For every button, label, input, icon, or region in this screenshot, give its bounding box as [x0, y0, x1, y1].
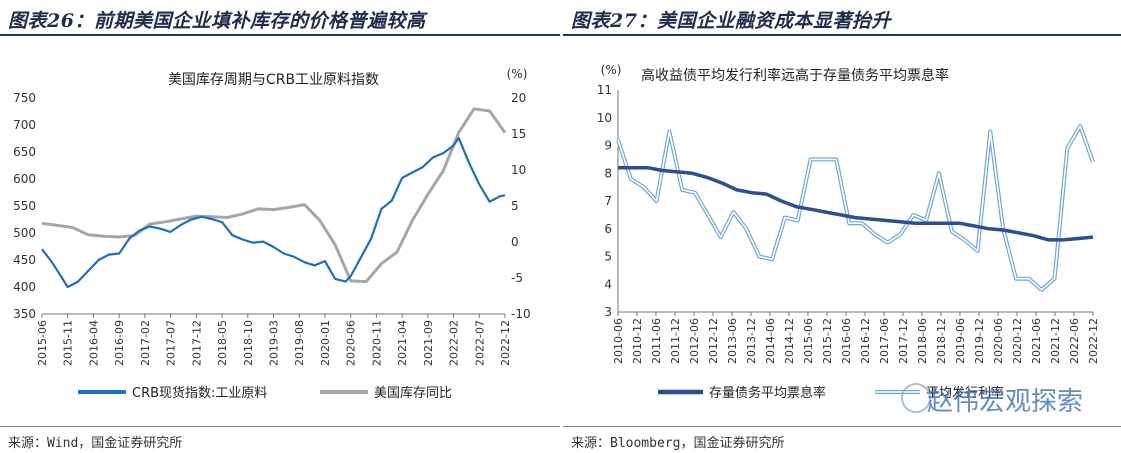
left-x-tick-label: 2018-10: [242, 320, 255, 366]
right-y-tick-label: 7: [604, 194, 612, 208]
left-x-tick-label: 2015-06: [36, 320, 49, 366]
left-y-tick-label: 400: [13, 280, 36, 294]
right-x-tick-label: 2017-12: [897, 318, 910, 364]
left-x-tick-label: 2021-09: [422, 320, 435, 366]
left-y2-tick-label: 0: [511, 235, 519, 249]
left-y-tick-label: 500: [13, 226, 36, 240]
right-chart-title: 高收益债平均发行利率远高于存量债务平均票息率: [641, 67, 949, 84]
left-right-axis-unit: (%): [507, 67, 528, 81]
right-y-tick-label: 6: [604, 222, 612, 236]
left-x-tick-label: 2017-07: [165, 320, 178, 366]
legend-coupon-label: 存量债务平均票息率: [709, 385, 826, 401]
right-y-tick-label: 3: [604, 305, 612, 319]
left-y2-tick-label: 5: [511, 199, 519, 213]
left-x-tick-label: 2019-08: [293, 320, 306, 366]
right-x-tick-label: 2019-06: [954, 318, 967, 364]
right-x-tick-label: 2013-12: [745, 318, 758, 364]
legend-crb-label: CRB现货指数:工业原料: [132, 385, 267, 401]
legend-inventory-label: 美国库存同比: [374, 385, 452, 401]
right-x-tick-label: 2013-06: [726, 318, 739, 364]
watermark-text: 赵伟宏观探索: [926, 387, 1083, 417]
left-chart: 美国库存周期与CRB工业原料指数 (%) 350 400 450 500 550 600 650…: [13, 67, 531, 401]
left-y2-tick-label: 20: [511, 91, 526, 105]
left-x-tick-label: 2022-12: [499, 320, 512, 366]
left-x-tick-label: 2016-04: [87, 320, 100, 366]
right-chart: 高收益债平均发行利率远高于存量债务平均票息率 (%) 3 4 5 6 7 8 9 10 11 2010…: [597, 63, 1100, 401]
coupon-rate-line: [618, 165, 1094, 242]
left-y-tick-label: 450: [13, 253, 36, 267]
left-y-tick-label: 350: [13, 307, 36, 321]
left-chart-title: 美国库存周期与CRB工业原料指数: [168, 72, 379, 88]
left-y2-tick-label: -10: [511, 307, 531, 321]
right-x-tick-label: 2015-12: [821, 318, 834, 364]
right-x-tick-label: 2011-12: [669, 318, 682, 364]
right-x-tick-label: 2022-12: [1087, 318, 1100, 364]
left-y-tick-label: 650: [13, 145, 36, 159]
right-x-tick-label: 2017-06: [878, 318, 891, 364]
left-y2-tick-label: 15: [511, 127, 526, 141]
right-y-tick-label: 11: [597, 83, 612, 97]
left-y-tick-label: 600: [13, 172, 36, 186]
left-x-tick-label: 2017-02: [139, 320, 152, 366]
left-title-rule: [0, 34, 560, 36]
left-x-tick-label: 2016-09: [113, 320, 126, 366]
right-x-tick-label: 2016-06: [840, 318, 853, 364]
left-x-tick-label: 2020-06: [345, 320, 358, 366]
left-y-tick-label: 700: [13, 118, 36, 132]
left-x-tick-label: 2022-07: [473, 320, 486, 366]
right-figure-title: 图表27：美国企业融资成本显著抬升: [571, 10, 891, 32]
right-y-tick-label: 8: [604, 166, 612, 180]
left-x-tick-label: 2015-11: [62, 320, 75, 366]
inventory-yoy-line: [41, 107, 507, 284]
right-y-tick-label: 5: [604, 250, 612, 264]
right-x-tick-label: 2019-12: [973, 318, 986, 364]
left-source-rule: [0, 426, 560, 427]
right-x-tick-label: 2020-06: [992, 318, 1005, 364]
right-title-rule: [563, 34, 1121, 36]
issuance-rate-line-outer: [616, 124, 1095, 292]
left-x-tick-label: 2022-02: [448, 320, 461, 366]
legend-issuance-label: 平均发行利率: [926, 385, 1004, 401]
right-source-note: 来源：Bloomberg，国金证券研究所: [571, 436, 785, 451]
right-source-rule: [563, 426, 1121, 427]
left-y-tick-label: 550: [13, 199, 36, 213]
right-x-tick-label: 2015-06: [802, 318, 815, 364]
right-x-tick-label: 2011-06: [650, 318, 663, 364]
right-x-tick-label: 2010-06: [612, 318, 625, 364]
right-x-tick-label: 2014-12: [783, 318, 796, 364]
wechat-logo-icon: [901, 383, 931, 413]
right-x-tick-label: 2022-06: [1068, 318, 1081, 364]
right-x-tick-label: 2014-06: [764, 318, 777, 364]
issuance-rate-line-inner: [617, 125, 1094, 291]
left-y-tick-label: 750: [13, 91, 36, 105]
right-x-tick-label: 2012-06: [688, 318, 701, 364]
right-y-tick-label: 9: [604, 139, 612, 153]
right-x-tick-label: 2018-12: [935, 318, 948, 364]
right-x-tick-label: 2021-12: [1049, 318, 1062, 364]
right-x-tick-label: 2012-12: [707, 318, 720, 364]
left-x-tick-label: 2017-12: [190, 320, 203, 366]
left-x-tick-label: 2018-05: [216, 320, 229, 366]
right-x-tick-label: 2010-12: [631, 318, 644, 364]
left-x-tick-label: 2020-11: [370, 320, 383, 366]
right-figure-panel: 图表27：美国企业融资成本显著抬升 高收益债平均发行利率远高于存量债务平均票息率…: [563, 0, 1121, 453]
right-x-tick-label: 2016-12: [859, 318, 872, 364]
left-y2-tick-label: 10: [511, 163, 526, 177]
left-x-tick-label: 2021-04: [396, 320, 409, 366]
right-x-tick-label: 2021-06: [1030, 318, 1043, 364]
right-y-tick-label: 10: [597, 111, 612, 125]
right-x-tick-label: 2018-06: [916, 318, 929, 364]
right-y-axis-unit: (%): [601, 63, 622, 77]
left-figure-panel: 图表26：前期美国企业填补库存的价格普遍较高 美国库存周期与CRB工业原料指数 (…: [0, 0, 560, 453]
left-source-note: 来源：Wind，国金证券研究所: [8, 436, 183, 451]
left-figure-title: 图表26：前期美国企业填补库存的价格普遍较高: [8, 10, 426, 32]
right-x-tick-label: 2020-12: [1011, 318, 1024, 364]
left-x-tick-label: 2020-01: [319, 320, 332, 366]
left-y2-tick-label: -5: [511, 271, 523, 285]
left-x-tick-label: 2019-03: [268, 320, 281, 366]
right-y-tick-label: 4: [604, 277, 612, 291]
crb-index-line: [41, 136, 506, 289]
